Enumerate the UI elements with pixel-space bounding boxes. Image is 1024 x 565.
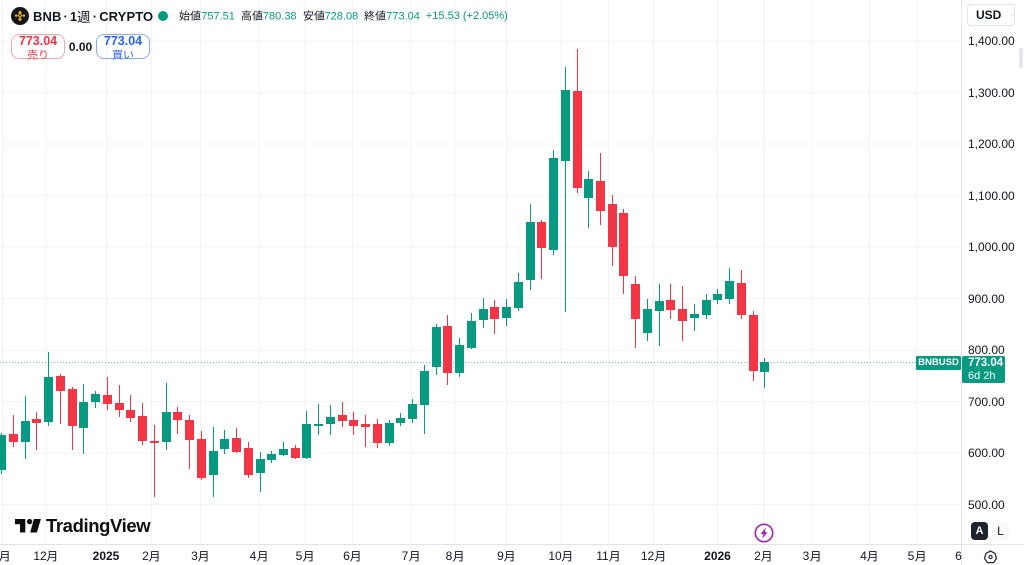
svg-text:TradingView: TradingView: [46, 516, 151, 536]
